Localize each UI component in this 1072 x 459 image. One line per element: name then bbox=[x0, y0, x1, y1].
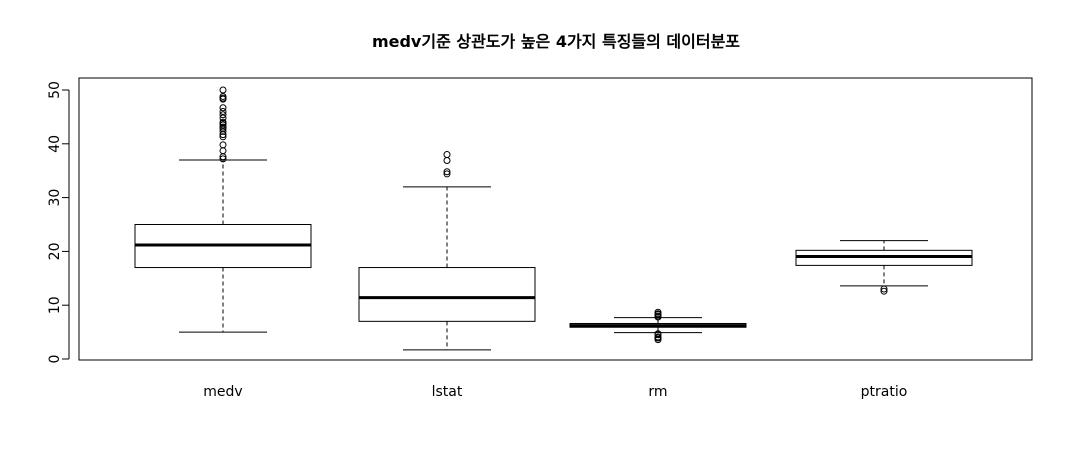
outlier-point bbox=[654, 330, 662, 338]
plot-frame bbox=[78, 77, 1033, 361]
outlier-point bbox=[443, 170, 451, 178]
outlier-point bbox=[880, 287, 888, 295]
outlier-point bbox=[219, 141, 227, 149]
outlier-point bbox=[654, 333, 662, 341]
outlier-point bbox=[219, 86, 227, 94]
x-tick-label: medv bbox=[203, 384, 242, 400]
boxes-group bbox=[134, 86, 973, 351]
outlier-point bbox=[219, 104, 227, 112]
outlier-point bbox=[443, 156, 451, 164]
y-axis: 0 10 20 30 40 50 bbox=[47, 81, 70, 364]
y-tick-label: 50 bbox=[47, 81, 63, 99]
outlier-point bbox=[443, 168, 451, 176]
chart-title: medv기준 상관도가 높은 4가지 특징들의 데이터분포 bbox=[372, 32, 740, 51]
y-tick-label: 20 bbox=[47, 242, 63, 260]
outlier-point bbox=[219, 133, 227, 141]
outlier-point bbox=[443, 151, 451, 159]
outlier-point bbox=[654, 308, 662, 316]
outlier-point bbox=[880, 285, 888, 293]
box-rm bbox=[569, 308, 747, 344]
y-tick-label: 30 bbox=[47, 189, 63, 207]
outlier-point bbox=[219, 111, 227, 119]
outlier-point bbox=[219, 147, 227, 155]
box-medv bbox=[134, 86, 312, 333]
x-tick-label: rm bbox=[648, 384, 667, 400]
x-tick-label: lstat bbox=[432, 384, 463, 400]
box-ptratio bbox=[795, 240, 973, 295]
outlier-point bbox=[219, 123, 227, 131]
iqr-box bbox=[358, 267, 536, 322]
y-tick-label: 40 bbox=[47, 135, 63, 153]
outlier-point bbox=[219, 118, 227, 126]
outlier-point bbox=[219, 108, 227, 116]
x-axis-labels: medv lstat rm ptratio bbox=[203, 384, 907, 400]
outlier-point bbox=[219, 155, 227, 163]
box-lstat bbox=[358, 151, 536, 351]
y-tick-label: 10 bbox=[47, 296, 63, 314]
y-tick-label: 0 bbox=[47, 355, 63, 364]
x-tick-label: ptratio bbox=[861, 384, 908, 400]
